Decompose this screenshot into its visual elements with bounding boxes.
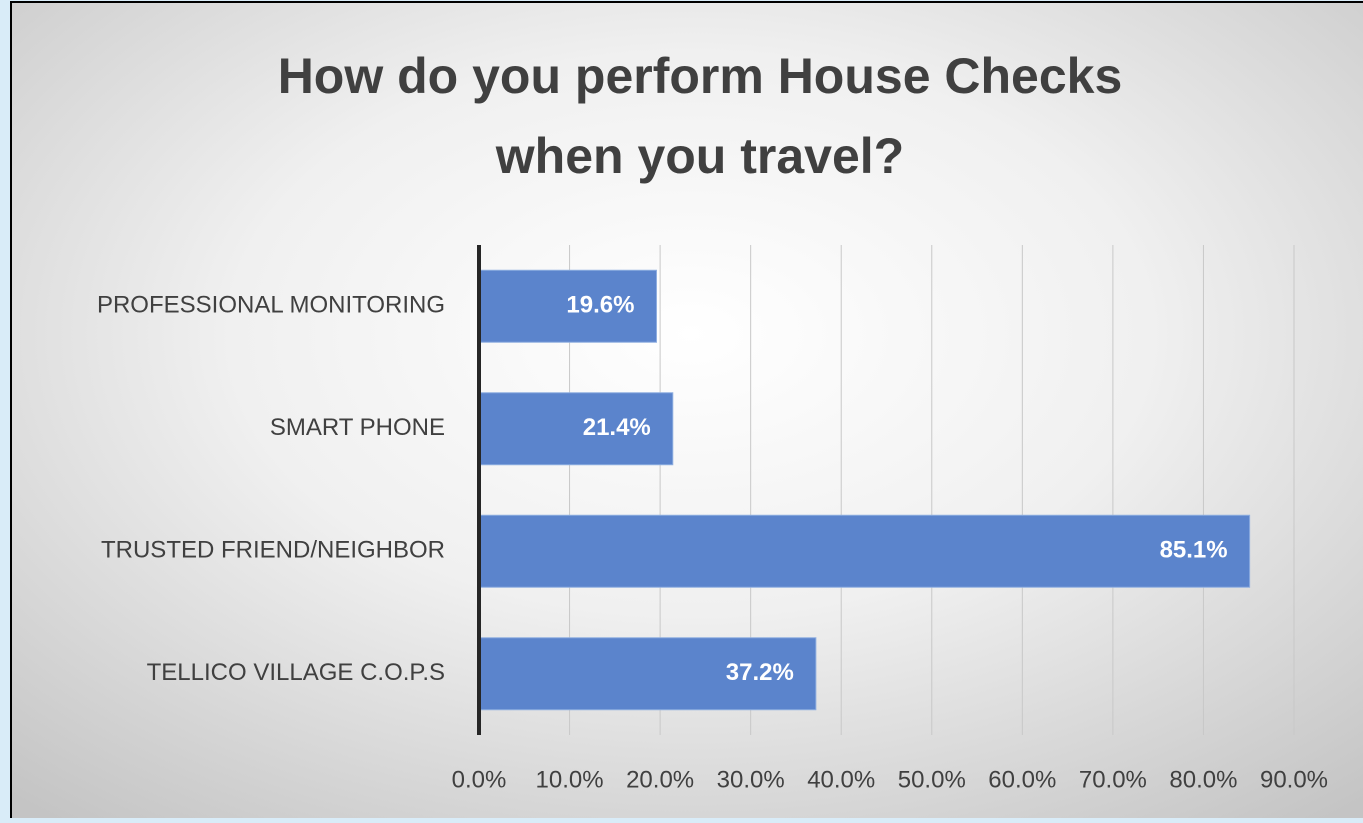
bar — [478, 514, 1251, 588]
bar — [478, 392, 674, 466]
y-tick-label: SMART PHONE — [270, 414, 445, 441]
bar — [478, 269, 657, 343]
x-tick-label: 20.0% — [626, 766, 694, 793]
chart-title: when you travel? — [495, 128, 904, 184]
data-label: 85.1% — [1160, 537, 1228, 564]
bar — [478, 637, 817, 711]
x-tick-label: 90.0% — [1260, 766, 1328, 793]
x-tick-label: 60.0% — [988, 766, 1056, 793]
data-label: 21.4% — [583, 414, 651, 441]
x-tick-label: 70.0% — [1079, 766, 1147, 793]
x-tick-label: 80.0% — [1169, 766, 1237, 793]
x-tick-label: 50.0% — [898, 766, 966, 793]
x-tick-label: 10.0% — [536, 766, 604, 793]
y-tick-label: TRUSTED FRIEND/NEIGHBOR — [101, 537, 445, 564]
x-tick-label: 40.0% — [807, 766, 875, 793]
data-label: 37.2% — [726, 659, 794, 686]
y-tick-label: TELLICO VILLAGE C.O.P.S — [147, 659, 445, 686]
x-tick-label: 30.0% — [717, 766, 785, 793]
y-tick-label: PROFESSIONAL MONITORING — [97, 292, 445, 319]
chart-title: How do you perform House Checks — [278, 48, 1123, 104]
x-tick-label: 0.0% — [452, 766, 507, 793]
data-label: 19.6% — [566, 292, 634, 319]
